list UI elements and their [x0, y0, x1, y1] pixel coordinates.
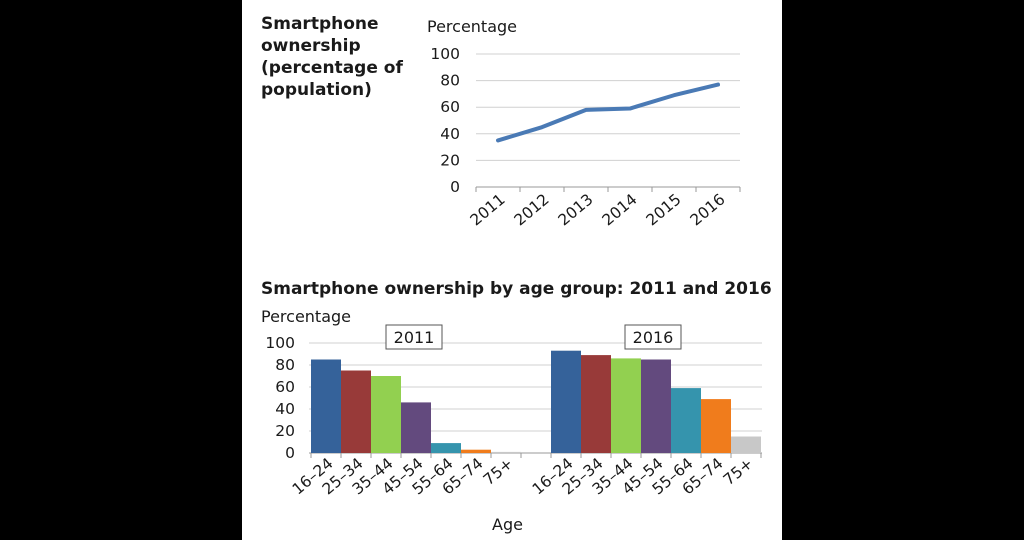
bar — [461, 449, 491, 453]
bar-chart-y-tick-label: 80 — [275, 356, 295, 374]
bar-chart-y-tick-label: 60 — [275, 378, 295, 396]
bar — [641, 359, 671, 453]
bar — [401, 402, 431, 453]
bar-chart-x-tick-label: 75+ — [720, 454, 757, 489]
bar-chart-y-axis-title: Percentage — [261, 307, 351, 326]
bar — [551, 350, 581, 453]
figure-panel: Smartphone ownership (percentage of popu… — [242, 0, 782, 540]
line-chart-y-axis-title: Percentage — [427, 17, 517, 36]
bar — [311, 359, 341, 453]
line-chart-title-line-4: population) — [261, 80, 372, 100]
bar-chart-group-label-box — [385, 324, 443, 350]
figure-svg: Smartphone ownership (percentage of popu… — [261, 14, 772, 534]
bar-chart-x-axis-title: Age — [492, 515, 523, 534]
bar-chart-group-label: 2016 — [633, 328, 674, 347]
line-chart: 0 20 40 60 80 100 2011 2012 2013 2014 2015 2016 — [430, 45, 741, 229]
bar — [731, 436, 761, 453]
line-chart-y-tick-label: 60 — [440, 98, 460, 116]
bar-chart-x-tick-label: 75+ — [480, 454, 517, 489]
line-chart-x-tick-label: 2013 — [555, 190, 597, 229]
bar — [701, 399, 731, 453]
line-chart-y-tick-label: 40 — [440, 125, 460, 143]
line-chart-x-tick-label: 2012 — [511, 190, 553, 229]
line-chart-y-tick-label: 20 — [440, 151, 460, 169]
bar-chart-y-tick-label: 0 — [285, 444, 295, 462]
bar — [431, 443, 461, 453]
bar — [371, 376, 401, 453]
bar-chart-y-tick-label: 20 — [275, 422, 295, 440]
bar — [611, 358, 641, 453]
bar-chart-y-tick-label: 40 — [275, 400, 295, 418]
line-chart-y-tick-label: 100 — [430, 45, 460, 63]
line-chart-series-line — [496, 82, 720, 143]
line-chart-x-tick-label: 2015 — [643, 190, 685, 229]
bar-chart-group-label: 2011 — [394, 328, 435, 347]
bar-chart-y-tick-label: 100 — [265, 334, 295, 352]
line-chart-y-tick-label: 80 — [440, 72, 460, 90]
bar-chart: 02040608010016–2425–3435–4445–5455–6465–… — [265, 324, 762, 498]
line-chart-y-tick-label: 0 — [450, 178, 460, 196]
bar — [491, 451, 521, 453]
line-chart-title-line-2: ownership — [261, 36, 361, 56]
bar — [581, 355, 611, 453]
bar-chart-title: Smartphone ownership by age group: 2011 … — [261, 279, 772, 299]
line-chart-x-tick-label: 2011 — [467, 190, 509, 229]
bar — [341, 370, 371, 453]
line-chart-x-tick-label: 2014 — [599, 190, 641, 229]
line-chart-x-tick-label: 2016 — [687, 190, 729, 229]
line-chart-title-line-1: Smartphone — [261, 14, 379, 34]
bar-chart-group-label-box — [624, 324, 682, 350]
bar — [671, 388, 701, 453]
line-chart-title-line-3: (percentage of — [261, 58, 403, 78]
